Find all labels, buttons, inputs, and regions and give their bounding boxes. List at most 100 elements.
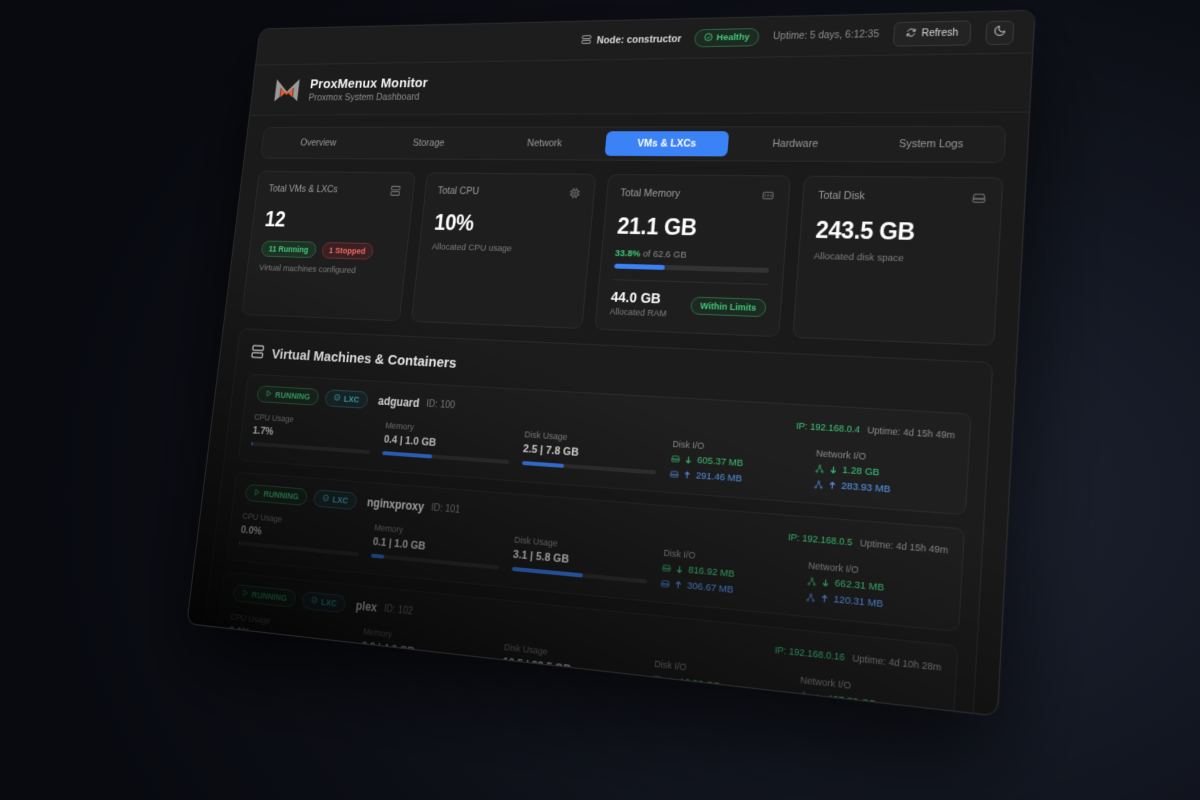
section-title: Virtual Machines & Containers (270, 346, 458, 372)
card-subtext: Allocated CPU usage (431, 241, 513, 255)
node-label: Node: constructor (596, 32, 682, 46)
check-circle-icon (322, 494, 330, 504)
card-label: Total Memory (619, 187, 681, 200)
disk-progress-bar (501, 674, 638, 695)
vm-network-io: Network I/O 467.39 GB 48.74 GB (798, 674, 940, 717)
vm-network-io: Network I/O 662.31 MB 120.31 MB (806, 560, 947, 616)
proxmenux-m-logo-icon (272, 77, 302, 103)
cpu-progress-bar (250, 441, 371, 455)
vm-disk-io: Disk I/O 816.92 MB 306.67 MB (660, 548, 794, 602)
vm-status-label: RUNNING (263, 489, 300, 502)
vm-status-badge: RUNNING (232, 583, 297, 608)
vm-disk-io: Disk I/O 16.90 GB 18.52 GB (651, 658, 786, 716)
tab-system-logs[interactable]: System Logs (898, 138, 964, 151)
app-title: ProxMenux Monitor (309, 74, 429, 92)
memory-progress-bar (613, 263, 770, 273)
vm-ip-address: IP: 192.168.0.16 (774, 644, 846, 663)
tab-vms-lxcs[interactable]: VMs & LXCs (605, 131, 730, 157)
vm-id: ID: 101 (430, 502, 461, 516)
dashboard-window: Node: constructor Healthy Uptime: 5 days… (186, 9, 1036, 717)
vm-type-badge: LXC (289, 694, 335, 717)
memory-percent: 33.8% (614, 248, 641, 260)
vm-name: adguard (377, 394, 421, 411)
card-label: Total VMs & LXCs (268, 183, 339, 196)
vm-uptime: Uptime: 4d 15h 49m (859, 537, 949, 556)
system-uptime: Uptime: 5 days, 6:12:35 (772, 29, 880, 43)
main-tab-bar: Overview Storage Network VMs & LXCs Hard… (260, 125, 1007, 163)
vm-id: ID: 102 (383, 603, 414, 618)
vm-type-label: LXC (308, 701, 326, 714)
play-icon (241, 589, 249, 599)
hard-drive-icon (971, 191, 986, 210)
vm-type-label: LXC (320, 596, 338, 609)
vm-type-badge: LXC (324, 389, 369, 409)
vm-uptime: Uptime: 4d 15h 49m (866, 424, 956, 441)
tab-overview[interactable]: Overview (299, 137, 337, 149)
vm-ip-address: IP: 192.168.0.4 (795, 420, 861, 435)
vm-id: ID: 103 (405, 713, 435, 717)
vm-disk-io: Disk I/O 605.37 MB 291.46 MB (670, 439, 802, 489)
vm-type-badge: LXC (312, 489, 358, 511)
vm-status-badge: RUNNING (220, 685, 285, 712)
check-circle-icon (299, 700, 307, 711)
allocated-ram-label: Allocated RAM (609, 306, 668, 319)
vm-status-label: RUNNING (251, 589, 288, 604)
card-label: Total CPU (437, 185, 480, 197)
network-io-up: 48.74 GB (798, 706, 939, 717)
card-value: 21.1 GB (616, 213, 698, 241)
theme-toggle-button[interactable] (985, 19, 1015, 45)
vm-name: qbittorrent (343, 703, 400, 717)
vm-id: ID: 100 (425, 398, 456, 411)
disk-progress-bar (521, 460, 657, 475)
app-subtitle: Proxmox System Dashboard (308, 91, 420, 103)
within-limits-badge: Within Limits (689, 296, 767, 318)
moon-icon (993, 25, 1007, 40)
play-icon (253, 488, 261, 498)
vm-type-badge: LXC (301, 591, 347, 614)
node-indicator: Node: constructor (581, 32, 682, 47)
server-stack-icon (249, 344, 265, 364)
tab-storage[interactable]: Storage (412, 137, 445, 149)
server-icon (581, 34, 592, 47)
vm-cpu-metric: CPU Usage 1.7% (250, 412, 374, 455)
allocated-ram-value: 44.0 GB (610, 288, 662, 307)
summary-cards: Total VMs & LXCs 12 11 Running 1 Stopped… (225, 159, 1026, 348)
status-badge-healthy: Healthy (693, 27, 761, 48)
vm-cpu-metric: CPU Usage 0.1% (227, 612, 351, 661)
vm-type-label: LXC (343, 394, 360, 405)
cpu-progress-bar (227, 642, 348, 661)
vm-uptime: Uptime: 4d 10h 28m (851, 652, 942, 673)
vm-rows-container: RUNNING LXC adguard ID: 100 IP: 192.168.… (203, 373, 972, 717)
check-circle-icon (704, 32, 714, 44)
vm-list-section: Virtual Machines & Containers RUNNING LX… (187, 328, 994, 717)
vm-status-badge: RUNNING (244, 483, 309, 506)
check-circle-icon (310, 596, 318, 606)
tab-network[interactable]: Network (526, 137, 563, 150)
refresh-button[interactable]: Refresh (892, 20, 972, 47)
vm-memory-metric: Memory 0.4 | 1.0 GB (382, 420, 512, 464)
pill-running: 11 Running (260, 240, 317, 259)
memory-progress-bar (359, 658, 489, 678)
vm-type-label: LXC (332, 494, 349, 506)
vm-name: plex (355, 598, 378, 615)
card-value: 10% (433, 210, 475, 236)
play-icon (229, 691, 237, 702)
vm-status-label: RUNNING (274, 390, 311, 402)
vm-disk-metric: Disk Usage 2.5 | 7.8 GB (521, 429, 660, 475)
vm-memory-metric: Memory 0.2 | 4.0 GB (359, 626, 492, 678)
vm-cpu-metric: CPU Usage 0.0% (239, 511, 363, 557)
card-value: 243.5 GB (814, 216, 916, 246)
refresh-label: Refresh (921, 27, 959, 40)
tab-hardware[interactable]: Hardware (771, 138, 819, 150)
disk-io-write: 18.52 GB (651, 689, 783, 716)
vm-memory-metric: Memory 0.1 | 1.0 GB (371, 522, 502, 570)
vm-network-io: Network I/O 1.28 GB 283.93 MB (814, 448, 954, 500)
memory-total: of 62.6 GB (639, 248, 687, 261)
card-total-cpu: Total CPU 10% Allocated CPU usage (410, 172, 596, 329)
vm-ip-address: IP: 192.168.0.5 (787, 531, 853, 548)
memory-progress-bar (382, 451, 510, 464)
check-circle-icon (333, 394, 341, 404)
vm-status-label: RUNNING (239, 692, 276, 707)
refresh-icon (905, 28, 916, 41)
